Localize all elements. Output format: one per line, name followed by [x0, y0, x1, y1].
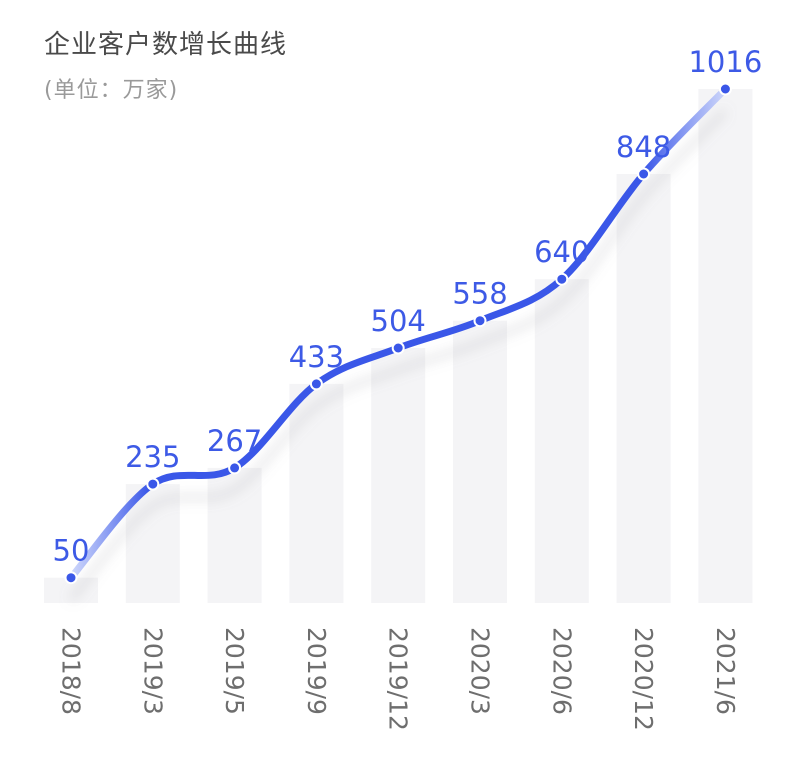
data-point-2020/6 [555, 272, 569, 286]
bar-2021/6 [698, 89, 753, 603]
line-shadow-layer [68, 108, 728, 602]
line-shadow [68, 108, 728, 602]
data-point-2021/6 [718, 82, 732, 96]
bars-layer [44, 89, 753, 603]
x-tick-label-2020/12: 2020/12 [629, 627, 658, 731]
data-point-2019/5 [228, 461, 242, 475]
bar-2020/12 [616, 174, 671, 603]
data-label-2020/3: 558 [452, 277, 507, 311]
x-tick-label-2018/8: 2018/8 [57, 627, 86, 715]
chart-subtitle: (单位：万家) [44, 78, 179, 103]
x-tick-label-2020/6: 2020/6 [547, 627, 576, 715]
data-point-2019/12 [391, 341, 405, 355]
x-axis-ticks-layer: 2018/8 2019/3 2019/5 2019/9 2019/12 2020/3 202… [57, 627, 740, 731]
x-tick-label-2019/3: 2019/3 [138, 627, 167, 715]
data-point-2018/8 [64, 571, 78, 585]
data-label-2019/5: 267 [207, 424, 262, 458]
data-labels-layer: 50 235 267 433 504 558 640 848 1016 [53, 45, 763, 568]
data-label-2019/3: 235 [125, 440, 180, 474]
data-label-2021/6: 1016 [688, 45, 762, 79]
bar-2019/9 [289, 383, 344, 603]
bar-2020/6 [534, 279, 589, 603]
data-label-2020/12: 848 [616, 130, 671, 164]
data-label-2019/12: 504 [371, 304, 426, 338]
bar-2020/3 [453, 320, 507, 603]
x-tick-label-2019/12: 2019/12 [384, 627, 413, 731]
x-tick-label-2019/5: 2019/5 [220, 627, 249, 715]
chart-title: 企业客户数增长曲线 [44, 30, 288, 60]
data-point-2020/12 [637, 167, 651, 181]
data-label-2019/9: 433 [289, 340, 344, 374]
x-tick-label-2019/9: 2019/9 [302, 627, 331, 715]
data-point-2019/9 [309, 377, 323, 391]
bar-2019/12 [371, 348, 426, 603]
data-label-2018/8: 50 [53, 534, 90, 568]
data-point-2020/3 [473, 314, 487, 328]
x-tick-label-2021/6: 2021/6 [711, 627, 740, 715]
data-label-2020/6: 640 [534, 235, 589, 269]
points-layer [64, 82, 732, 585]
data-point-2019/3 [146, 477, 160, 491]
x-tick-label-2020/3: 2020/3 [466, 627, 495, 715]
